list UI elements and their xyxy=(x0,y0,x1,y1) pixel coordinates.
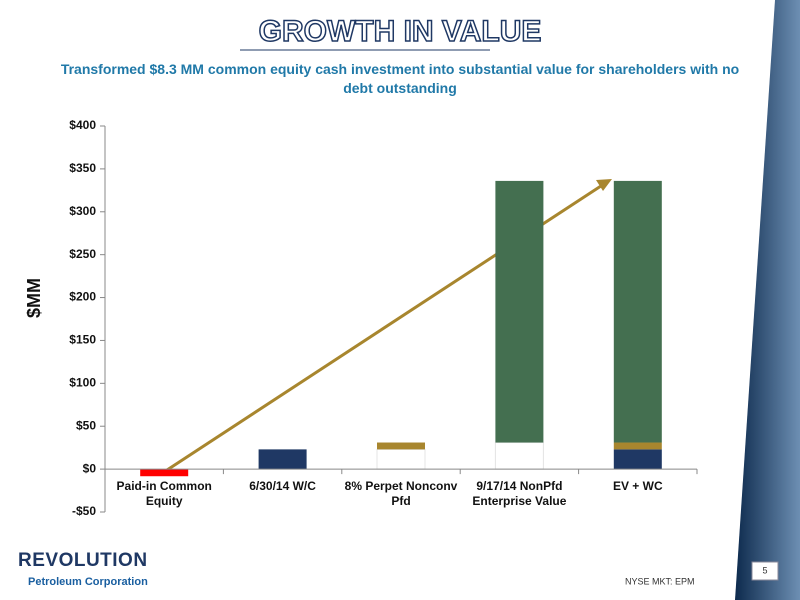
company-name: Petroleum Corporation xyxy=(28,576,148,588)
x-tick-label: Paid-in Common Equity xyxy=(116,479,212,509)
y-tick-label: $0 xyxy=(83,461,97,475)
x-tick-label: 9/17/14 NonPfd Enterprise Value xyxy=(472,479,567,509)
y-axis-label: $MM xyxy=(24,278,44,318)
x-tick-label: 8% Perpet Nonconv Pfd xyxy=(344,479,458,509)
page-number: 5 xyxy=(762,565,767,575)
bar-segment xyxy=(377,442,425,450)
bar-segment xyxy=(613,180,662,443)
y-tick-label: $250 xyxy=(69,247,96,261)
bar-segment xyxy=(140,469,189,477)
y-tick-label: $400 xyxy=(69,118,96,132)
y-tick-label: $100 xyxy=(69,376,96,390)
bar-segment xyxy=(613,442,662,450)
y-tick-label: $150 xyxy=(69,333,96,347)
bar-segment xyxy=(495,180,544,443)
page-box xyxy=(751,561,779,581)
slide-title: GROWTH IN VALUE xyxy=(259,15,542,48)
y-tick-label: $200 xyxy=(69,290,96,304)
logo: REVOLUTION xyxy=(18,550,148,571)
y-tick-label: $300 xyxy=(69,204,96,218)
bar-segment xyxy=(258,449,307,470)
side-decoration xyxy=(735,0,800,600)
x-tick-label: 6/30/14 W/C xyxy=(249,479,316,494)
ticker: NYSE MKT: EPM xyxy=(625,576,695,586)
y-tick-label: -$50 xyxy=(72,504,96,518)
ghost-bar xyxy=(376,448,426,470)
arrow-head xyxy=(596,179,612,191)
y-tick-label: $350 xyxy=(69,161,96,175)
bar-segment xyxy=(613,449,662,470)
ghost-bar xyxy=(494,442,544,470)
subtitle: Transformed $8.3 MM common equity cash i… xyxy=(60,61,740,96)
y-tick-label: $50 xyxy=(76,418,96,432)
x-tick-label: EV + WC xyxy=(612,479,663,494)
